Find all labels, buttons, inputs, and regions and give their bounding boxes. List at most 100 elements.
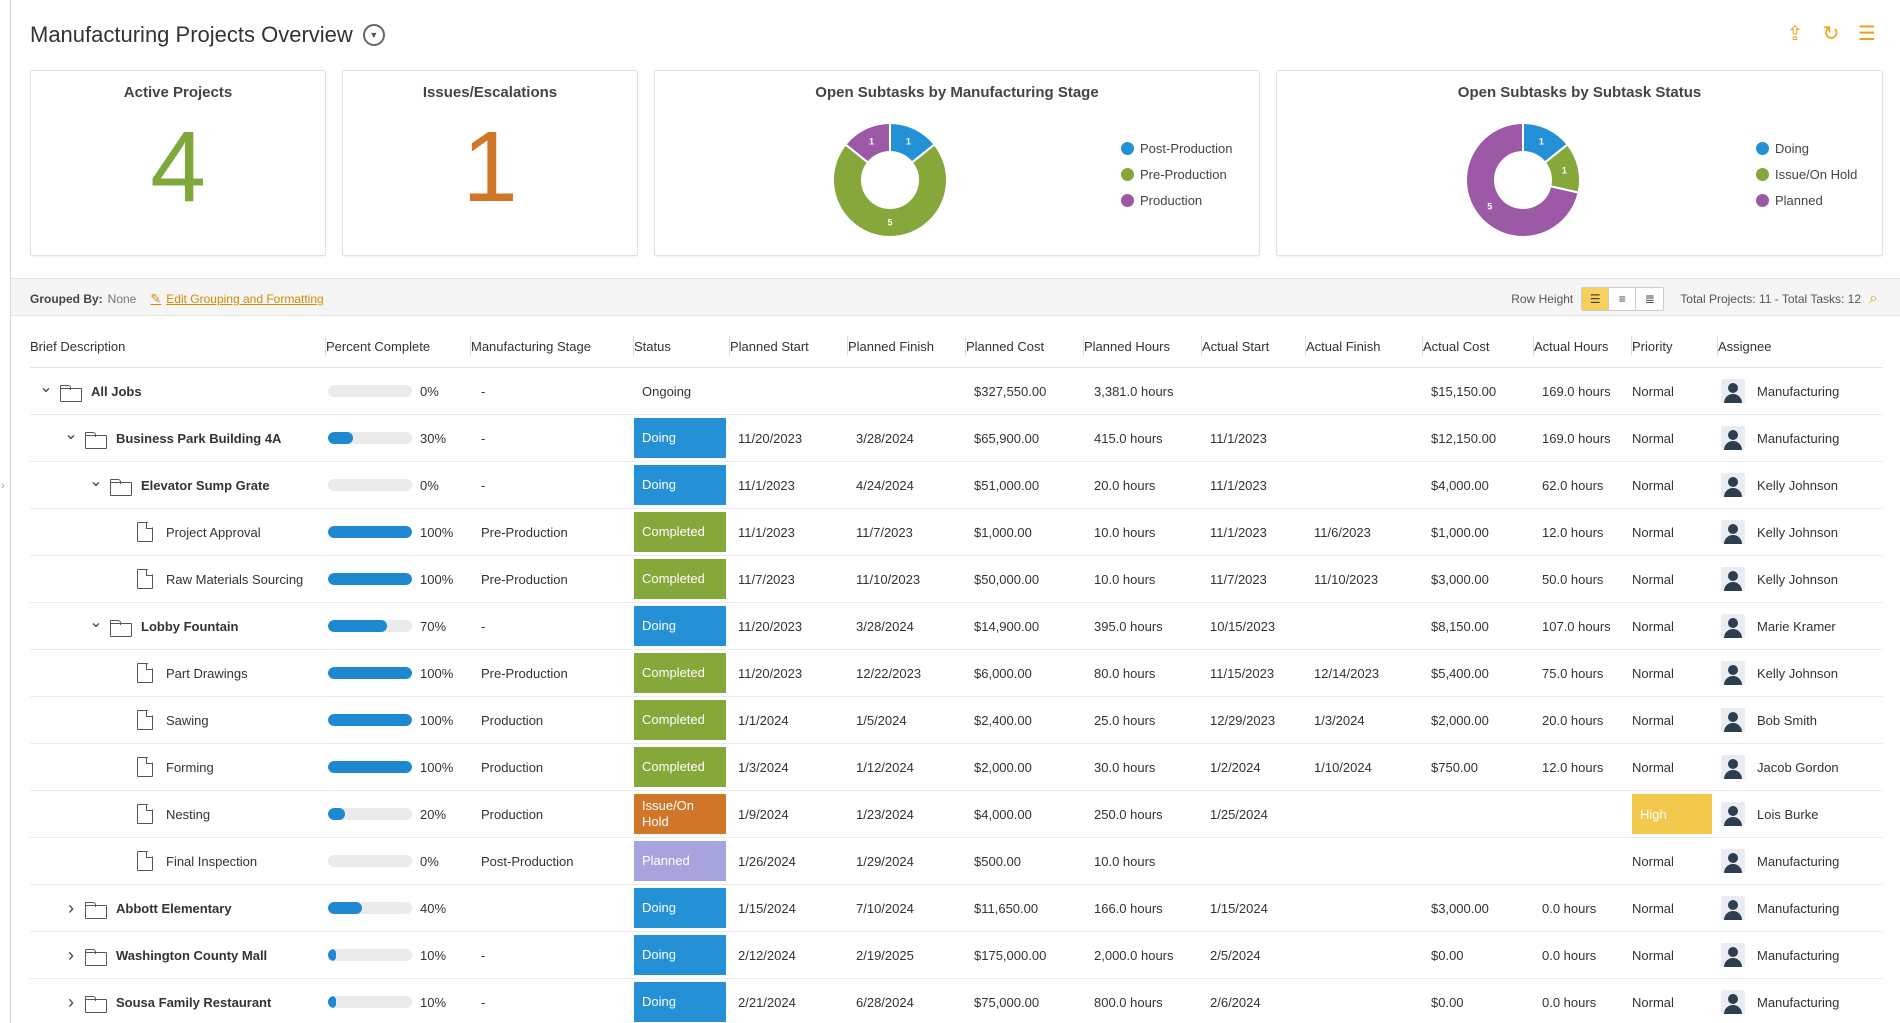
column-separator[interactable] <box>1305 336 1306 356</box>
row-height-small-button[interactable]: ≣ <box>1636 288 1664 310</box>
column-separator[interactable] <box>470 336 471 356</box>
column-header-brief-description[interactable]: Brief Description <box>30 324 326 368</box>
status-badge[interactable]: Planned <box>634 841 726 881</box>
task-name[interactable]: Elevator Sump Grate <box>141 477 270 493</box>
left-rail[interactable]: › <box>0 0 11 1023</box>
column-header-actual-finish[interactable]: Actual Finish <box>1306 324 1423 368</box>
table-row[interactable]: ⌄ Lobby Fountain 70% - Doing 11/20/2023 3/28/2… <box>30 603 1883 650</box>
list-icon[interactable]: ☰ <box>1858 22 1876 45</box>
table-row[interactable]: Sawing 100% Production Completed 1/1/2024 1/5… <box>30 697 1883 744</box>
status-badge[interactable]: Completed <box>634 559 726 599</box>
row-height-medium-button[interactable]: ≡ <box>1609 288 1637 310</box>
task-name[interactable]: Nesting <box>166 806 211 822</box>
assignee-name[interactable]: Marie Kramer <box>1757 618 1836 634</box>
column-header-planned-start[interactable]: Planned Start <box>730 324 848 368</box>
table-row[interactable]: ⌄ Elevator Sump Grate 0% - Doing 11/1/2023 4/2… <box>30 462 1883 509</box>
assignee-name[interactable]: Kelly Johnson <box>1757 477 1838 493</box>
issues-card[interactable]: Issues/Escalations 1 <box>342 70 638 256</box>
column-separator[interactable] <box>1422 336 1423 356</box>
assignee-name[interactable]: Kelly Johnson <box>1757 524 1838 540</box>
collapse-chevron-icon[interactable]: ⌄ <box>64 426 78 443</box>
task-name[interactable]: Final Inspection <box>166 853 258 869</box>
status-badge[interactable]: Doing <box>634 418 726 458</box>
expand-chevron-icon[interactable]: › <box>68 944 74 965</box>
table-row[interactable]: Final Inspection 0% Post-Production Planned… <box>30 838 1883 885</box>
column-separator[interactable] <box>729 336 730 356</box>
column-header-planned-cost[interactable]: Planned Cost <box>966 324 1084 368</box>
table-row[interactable]: › Sousa Family Restaurant 10% - Doing 2/21/20… <box>30 979 1883 1023</box>
status-badge[interactable]: Completed <box>634 653 726 693</box>
column-separator[interactable] <box>1717 336 1718 356</box>
task-name[interactable]: Washington County Mall <box>116 947 268 963</box>
expand-chevron-icon[interactable]: › <box>68 991 74 1012</box>
assignee-name[interactable]: Kelly Johnson <box>1757 665 1838 681</box>
status-badge[interactable]: Completed <box>634 747 726 787</box>
column-header-priority[interactable]: Priority <box>1632 324 1718 368</box>
task-name[interactable]: Forming <box>166 759 214 775</box>
table-row[interactable]: › Washington County Mall 10% - Doing 2/12/202… <box>30 932 1883 979</box>
table-row[interactable]: Raw Materials Sourcing 100% Pre-Production… <box>30 556 1883 603</box>
status-badge[interactable]: Doing <box>634 982 726 1022</box>
status-badge[interactable]: Completed <box>634 700 726 740</box>
table-row[interactable]: ⌄ All Jobs 0% - Ongoing $327,550.00 3,381.0 ho… <box>30 368 1883 415</box>
column-separator[interactable] <box>847 336 848 356</box>
task-name[interactable]: All Jobs <box>91 383 142 399</box>
slice-production[interactable] <box>844 121 891 164</box>
column-header-planned-hours[interactable]: Planned Hours <box>1084 324 1202 368</box>
assignee-name[interactable]: Manufacturing <box>1757 947 1840 963</box>
task-name[interactable]: Project Approval <box>166 524 261 540</box>
column-header-planned-finish[interactable]: Planned Finish <box>848 324 966 368</box>
refresh-icon[interactable]: ↻ <box>1822 22 1840 45</box>
status-badge[interactable]: Doing <box>634 888 726 928</box>
legend-item[interactable]: Planned <box>1756 187 1857 213</box>
assignee-name[interactable]: Lois Burke <box>1757 806 1819 822</box>
column-separator[interactable] <box>325 336 326 356</box>
status-badge[interactable]: Doing <box>634 935 726 975</box>
collapse-chevron-icon[interactable]: ⌄ <box>39 379 53 396</box>
task-name[interactable]: Business Park Building 4A <box>116 430 282 446</box>
task-name[interactable]: Raw Materials Sourcing <box>166 571 304 587</box>
table-row[interactable]: Part Drawings 100% Pre-Production Completed… <box>30 650 1883 697</box>
legend-item[interactable]: Post-Production <box>1121 135 1233 161</box>
task-name[interactable]: Lobby Fountain <box>141 618 239 634</box>
assignee-name[interactable]: Manufacturing <box>1757 430 1840 446</box>
column-separator[interactable] <box>1533 336 1534 356</box>
task-name[interactable]: Part Drawings <box>166 665 248 681</box>
find-icon[interactable]: ⌕ <box>1869 290 1878 307</box>
column-separator[interactable] <box>1631 336 1632 356</box>
status-badge[interactable]: Completed <box>634 512 726 552</box>
slice-pre-production[interactable] <box>832 143 948 238</box>
table-row[interactable]: › Abbott Elementary 40% Doing 1/15/2024 7/10/… <box>30 885 1883 932</box>
assignee-name[interactable]: Manufacturing <box>1757 994 1840 1010</box>
status-badge[interactable]: Doing <box>634 465 726 505</box>
active-projects-card[interactable]: Active Projects 4 <box>30 70 326 256</box>
column-header-percent-complete[interactable]: Percent Complete <box>326 324 471 368</box>
table-row[interactable]: Project Approval 100% Pre-Production Comple… <box>30 509 1883 556</box>
assignee-name[interactable]: Kelly Johnson <box>1757 571 1838 587</box>
slice-planned[interactable] <box>1465 121 1580 238</box>
column-header-actual-cost[interactable]: Actual Cost <box>1423 324 1534 368</box>
edit-grouping-link[interactable]: ✎ Edit Grouping and Formatting <box>150 291 323 307</box>
priority-badge[interactable]: High <box>1632 794 1712 834</box>
column-header-actual-start[interactable]: Actual Start <box>1202 324 1306 368</box>
column-separator[interactable] <box>1201 336 1202 356</box>
collapse-chevron-icon[interactable]: ⌄ <box>89 614 103 631</box>
assignee-name[interactable]: Manufacturing <box>1757 900 1840 916</box>
status-badge[interactable]: Doing <box>634 606 726 646</box>
column-header-manufacturing-stage[interactable]: Manufacturing Stage <box>471 324 634 368</box>
column-separator[interactable] <box>633 336 634 356</box>
table-row[interactable]: Forming 100% Production Completed 1/3/2024 1/… <box>30 744 1883 791</box>
assignee-name[interactable]: Jacob Gordon <box>1757 759 1839 775</box>
legend-item[interactable]: Issue/On Hold <box>1756 161 1857 187</box>
legend-item[interactable]: Pre-Production <box>1121 161 1233 187</box>
column-header-assignee[interactable]: Assignee <box>1718 324 1883 368</box>
collapse-chevron-icon[interactable]: ⌄ <box>89 473 103 490</box>
legend-item[interactable]: Doing <box>1756 135 1857 161</box>
status-badge[interactable]: Issue/On Hold <box>634 794 726 834</box>
task-name[interactable]: Sousa Family Restaurant <box>116 994 272 1010</box>
legend-item[interactable]: Production <box>1121 187 1233 213</box>
assignee-name[interactable]: Manufacturing <box>1757 383 1840 399</box>
column-separator[interactable] <box>1083 336 1084 356</box>
task-name[interactable]: Abbott Elementary <box>116 900 232 916</box>
task-name[interactable]: Sawing <box>166 712 209 728</box>
